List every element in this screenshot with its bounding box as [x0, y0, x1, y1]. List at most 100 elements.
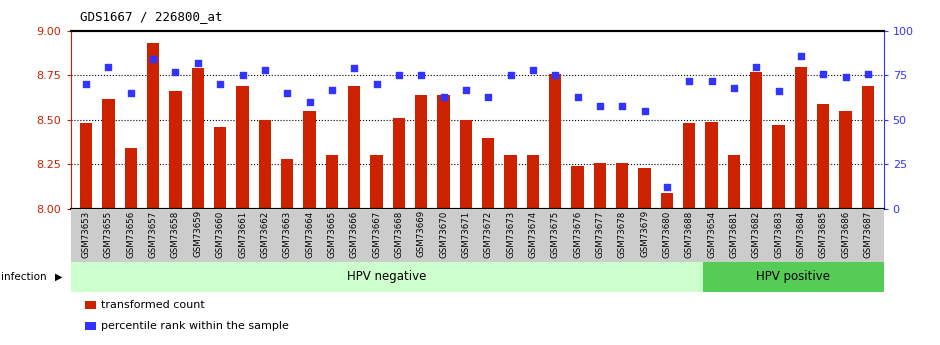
Point	[369, 82, 384, 87]
Bar	[661, 193, 673, 209]
Point	[123, 90, 138, 96]
Text: GSM73678: GSM73678	[618, 210, 627, 258]
Point	[436, 94, 451, 100]
Bar	[594, 162, 606, 209]
Point	[749, 64, 764, 69]
Point	[302, 99, 317, 105]
Text: GSM73685: GSM73685	[819, 210, 828, 258]
Text: GSM73668: GSM73668	[395, 210, 403, 258]
Text: GSM73675: GSM73675	[551, 210, 559, 258]
Point	[347, 66, 362, 71]
Point	[146, 57, 161, 62]
Bar	[437, 95, 449, 209]
Text: GSM73672: GSM73672	[484, 210, 493, 258]
Text: GSM73667: GSM73667	[372, 210, 381, 258]
Text: GSM73686: GSM73686	[841, 210, 850, 258]
Text: GSM73660: GSM73660	[215, 210, 225, 258]
Bar	[705, 122, 718, 209]
Text: GDS1667 / 226800_at: GDS1667 / 226800_at	[80, 10, 223, 23]
Bar	[572, 166, 584, 209]
Text: HPV positive: HPV positive	[757, 270, 830, 283]
Point	[235, 73, 250, 78]
Bar	[638, 168, 650, 209]
Text: ▶: ▶	[55, 272, 62, 282]
Bar	[125, 148, 137, 209]
Point	[190, 60, 205, 66]
Bar	[862, 86, 874, 209]
Bar	[482, 138, 494, 209]
Point	[704, 78, 719, 83]
Text: GSM73681: GSM73681	[729, 210, 739, 258]
Text: GSM73661: GSM73661	[238, 210, 247, 258]
Text: GSM73666: GSM73666	[350, 210, 359, 258]
Bar	[258, 120, 271, 209]
Bar	[839, 111, 852, 209]
Bar	[326, 155, 338, 209]
Point	[838, 75, 854, 80]
Text: GSM73669: GSM73669	[416, 210, 426, 257]
Bar	[70, 262, 703, 292]
Point	[860, 71, 875, 77]
Point	[548, 73, 563, 78]
Text: GSM73671: GSM73671	[462, 210, 470, 258]
Text: GSM73657: GSM73657	[149, 210, 158, 258]
Text: infection: infection	[1, 272, 47, 282]
Bar	[370, 155, 383, 209]
Bar	[236, 86, 249, 209]
Point	[324, 87, 339, 92]
Point	[459, 87, 474, 92]
Text: GSM73688: GSM73688	[684, 210, 694, 258]
Point	[414, 73, 429, 78]
Text: GSM73670: GSM73670	[439, 210, 448, 258]
Point	[659, 185, 674, 190]
Point	[592, 103, 607, 108]
Bar	[348, 86, 360, 209]
Point	[525, 67, 540, 73]
Text: GSM73687: GSM73687	[864, 210, 872, 258]
Text: GSM73683: GSM73683	[775, 210, 783, 258]
Text: GSM73659: GSM73659	[194, 210, 202, 257]
Point	[391, 73, 406, 78]
Bar	[728, 155, 740, 209]
Point	[816, 71, 831, 77]
Bar	[616, 162, 628, 209]
Text: GSM73658: GSM73658	[171, 210, 180, 258]
Point	[280, 90, 295, 96]
Bar	[460, 120, 472, 209]
Text: HPV negative: HPV negative	[347, 270, 427, 283]
Text: GSM73656: GSM73656	[126, 210, 135, 258]
Point	[793, 53, 808, 59]
Bar	[505, 155, 517, 209]
Text: GSM73682: GSM73682	[752, 210, 760, 258]
Bar	[703, 262, 884, 292]
Bar	[147, 43, 159, 209]
Point	[79, 82, 94, 87]
Bar	[750, 72, 762, 209]
Point	[727, 85, 742, 91]
Bar	[281, 159, 293, 209]
Bar	[393, 118, 405, 209]
Text: GSM73662: GSM73662	[260, 210, 270, 258]
Text: transformed count: transformed count	[101, 300, 204, 310]
Point	[637, 108, 652, 114]
Text: GSM73676: GSM73676	[573, 210, 582, 258]
Text: GSM73663: GSM73663	[283, 210, 291, 258]
Bar	[817, 104, 829, 209]
Bar	[214, 127, 227, 209]
Point	[615, 103, 630, 108]
Bar	[549, 74, 561, 209]
Text: GSM73654: GSM73654	[707, 210, 716, 258]
Text: GSM73655: GSM73655	[104, 210, 113, 258]
Point	[168, 69, 183, 75]
Point	[503, 73, 518, 78]
Bar	[102, 99, 115, 209]
Point	[570, 94, 585, 100]
Text: GSM73665: GSM73665	[327, 210, 337, 258]
Bar	[795, 67, 807, 209]
Point	[771, 89, 786, 94]
Bar	[415, 95, 428, 209]
Point	[258, 67, 273, 73]
Point	[480, 94, 495, 100]
Text: GSM73677: GSM73677	[595, 210, 604, 258]
Text: GSM73679: GSM73679	[640, 210, 650, 257]
